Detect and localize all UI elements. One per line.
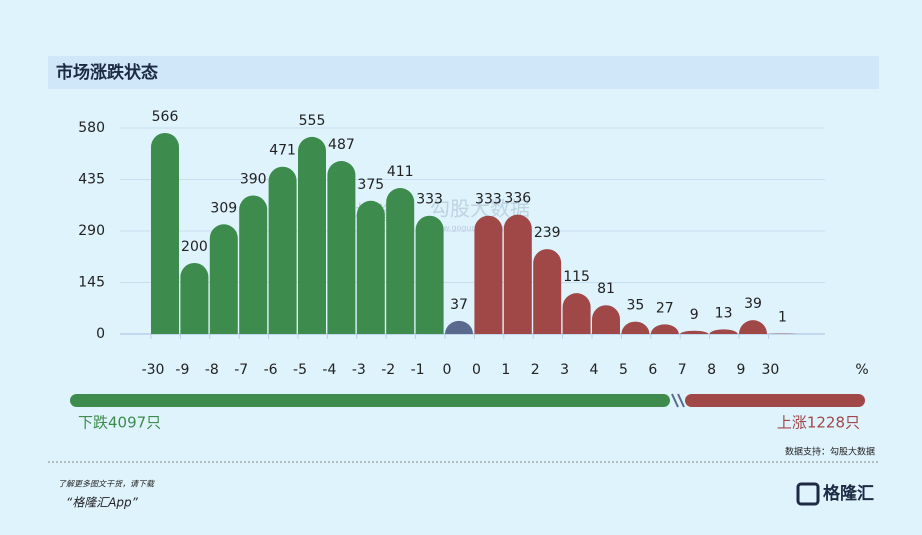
- x-tick-label: 30: [761, 362, 779, 378]
- bar: [474, 216, 502, 334]
- x-tick-label: -7: [234, 362, 248, 378]
- value-label: 336: [504, 191, 531, 207]
- value-label: 309: [210, 200, 237, 216]
- down-count: 下跌4097只: [78, 414, 161, 432]
- bar: [416, 216, 444, 334]
- value-label: 81: [597, 281, 615, 297]
- bar: [269, 167, 297, 334]
- x-tick-label: 1: [501, 362, 510, 378]
- bar: [357, 201, 385, 334]
- bar: [151, 133, 179, 334]
- footer-line1: 了解更多图文干货，请下载: [58, 480, 155, 489]
- y-tick-label: 290: [78, 223, 105, 239]
- x-tick-label: -1: [411, 362, 425, 378]
- x-tick-label: -8: [205, 362, 219, 378]
- up-bar: [685, 394, 865, 407]
- y-tick-label: 145: [78, 275, 105, 291]
- value-label: 9: [690, 307, 699, 323]
- bar: [592, 305, 620, 334]
- bar: [386, 188, 414, 334]
- value-label: 13: [715, 305, 733, 321]
- x-tick-label: 3: [560, 362, 569, 378]
- source: 数据支持：勾股大数据: [785, 446, 875, 458]
- bar: [298, 137, 326, 334]
- value-label: 37: [450, 297, 468, 313]
- value-label: 35: [626, 298, 644, 314]
- x-tick-label: -5: [293, 362, 307, 378]
- value-label: 39: [744, 296, 762, 312]
- bar: [210, 224, 238, 334]
- up-count: 上涨1228只: [777, 414, 860, 432]
- bar: [621, 322, 649, 334]
- x-tick-label: 4: [590, 362, 599, 378]
- bar: [651, 324, 679, 334]
- x-tick-label: -30: [142, 362, 165, 378]
- value-label: 555: [299, 113, 326, 129]
- value-label: 333: [475, 192, 502, 208]
- value-label: 566: [152, 109, 179, 125]
- plot: 0145290435580-30566-9200-8309-7390-6471-…: [78, 109, 868, 378]
- x-tick-label: -6: [264, 362, 278, 378]
- x-tick-label: -9: [175, 362, 189, 378]
- bar: [327, 161, 355, 334]
- bar: [239, 195, 267, 334]
- bar: [533, 249, 561, 334]
- x-tick-label: -3: [352, 362, 366, 378]
- divider: [672, 394, 678, 407]
- divider: [678, 394, 684, 407]
- value-label: 333: [416, 192, 443, 208]
- down-bar: [70, 394, 670, 407]
- header-band: [48, 56, 879, 89]
- x-unit: %: [855, 362, 868, 378]
- y-tick-label: 580: [78, 120, 105, 136]
- x-tick-label: -4: [322, 362, 336, 378]
- y-tick-label: 0: [96, 326, 105, 342]
- value-label: 200: [181, 239, 208, 255]
- value-label: 27: [656, 300, 674, 316]
- x-tick-label: -2: [381, 362, 395, 378]
- logo-icon: [798, 484, 818, 504]
- bar: [710, 329, 738, 334]
- value-label: 239: [534, 225, 561, 241]
- x-tick-label: 6: [648, 362, 657, 378]
- logo: 格隆汇: [823, 483, 874, 504]
- y-tick-label: 435: [78, 172, 105, 188]
- header-title: 市场涨跌状态: [56, 62, 158, 83]
- x-tick-label: 0: [443, 362, 452, 378]
- value-label: 390: [240, 171, 267, 187]
- bar: [680, 331, 708, 334]
- bar: [445, 321, 473, 334]
- footer-line2: “格隆汇App”: [66, 496, 139, 510]
- value-label: 115: [563, 269, 590, 285]
- x-tick-label: 0: [472, 362, 481, 378]
- x-tick-label: 8: [707, 362, 716, 378]
- value-label: 471: [269, 143, 296, 159]
- value-label: 1: [778, 310, 787, 326]
- value-label: 487: [328, 137, 355, 153]
- x-tick-label: 7: [678, 362, 687, 378]
- value-label: 411: [387, 164, 414, 180]
- bar: [563, 293, 591, 334]
- bar: [180, 263, 208, 334]
- bar: [739, 320, 767, 334]
- x-tick-label: 9: [737, 362, 746, 378]
- value-label: 375: [357, 177, 384, 193]
- x-tick-label: 2: [531, 362, 540, 378]
- x-tick-label: 5: [619, 362, 628, 378]
- bar: [504, 215, 532, 334]
